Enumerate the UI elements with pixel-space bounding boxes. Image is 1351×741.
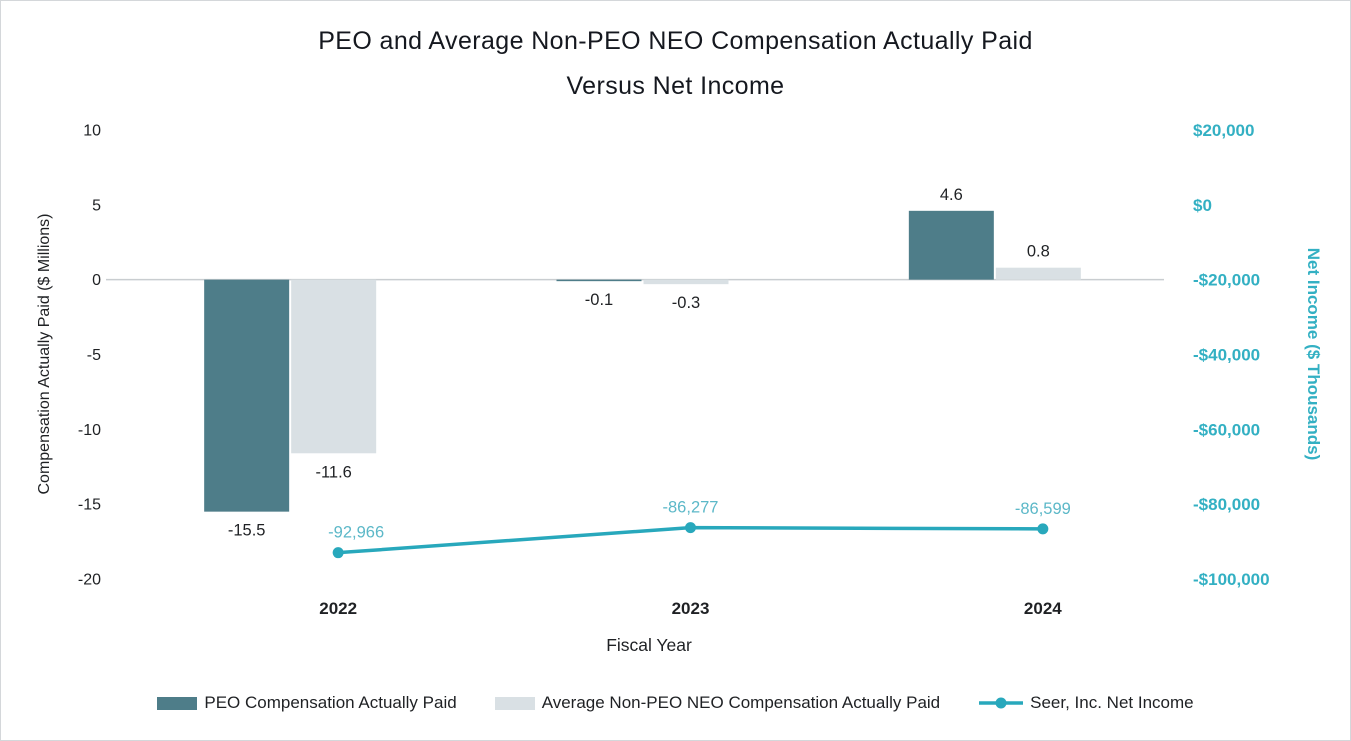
x-axis-category: 2023 [672,599,710,618]
legend-label-peo: PEO Compensation Actually Paid [204,693,457,712]
legend-label-net-income: Seer, Inc. Net Income [1030,693,1194,712]
legend-item-peo: PEO Compensation Actually Paid [157,693,457,713]
left-axis-tick: -5 [87,347,101,364]
right-axis-tick: $0 [1193,196,1212,215]
net-income-point-2023 [685,522,696,534]
left-axis-tick: 0 [92,272,101,289]
bar-peo-2024 [908,210,994,280]
legend-item-non-peo: Average Non-PEO NEO Compensation Actuall… [494,693,941,713]
x-axis-title: Fiscal Year [606,635,692,655]
right-axis-tick: -$80,000 [1193,495,1260,514]
bar-value-label: -15.5 [228,522,266,540]
bar-non-peo-2023 [643,279,729,285]
bar-value-label: -0.3 [672,294,700,312]
bar-non-peo-2022 [291,279,377,454]
net-income-point-2024 [1037,523,1049,535]
line-value-label: -92,966 [328,524,384,542]
bar-peo-2023 [556,279,642,282]
chart-title-line1: PEO and Average Non-PEO NEO Compensation… [318,27,1033,55]
left-axis-tick: 10 [83,123,101,140]
bar-peo-2022 [204,279,290,512]
right-axis-tick: $20,000 [1193,121,1254,140]
right-axis-tick: -$20,000 [1193,271,1260,290]
net-income-series-swatch [979,697,1024,709]
left-axis-tick: 5 [92,197,101,214]
bar-value-label: 0.8 [1027,243,1050,261]
left-axis-tick: -20 [78,572,101,589]
line-value-label: -86,277 [663,499,719,517]
legend: PEO Compensation Actually Paid Average N… [1,693,1350,713]
line-value-label: -86,599 [1015,500,1071,518]
right-axis-tick: -$60,000 [1193,420,1260,439]
x-axis-category: 2024 [1024,599,1062,618]
legend-item-net-income: Seer, Inc. Net Income [978,693,1194,713]
x-axis-category: 2022 [319,599,357,618]
bar-value-label: -11.6 [315,463,351,481]
bar-value-label: 4.6 [940,186,963,204]
right-axis-tick: -$40,000 [1193,346,1260,365]
net-income-point-2022 [332,547,344,559]
bar-value-label: -0.1 [585,291,613,309]
peo-series-swatch [157,696,198,710]
chart-title: PEO and Average Non-PEO NEO Compensation… [1,19,1350,109]
left-axis-tick: -10 [78,422,101,439]
chart-title-line2: Versus Net Income [566,72,785,100]
left-axis-tick: -15 [78,497,101,514]
bar-non-peo-2024 [995,267,1081,280]
right-axis-tick: -$100,000 [1193,570,1270,589]
legend-label-non-peo: Average Non-PEO NEO Compensation Actuall… [541,693,941,712]
non-peo-series-swatch [494,696,535,710]
